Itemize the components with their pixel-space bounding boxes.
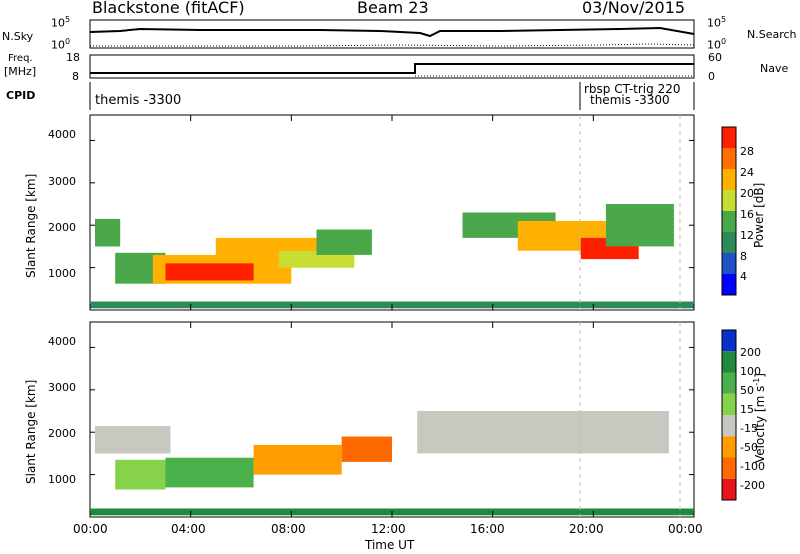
velocity-colorbar-frame [721, 329, 737, 501]
power-colorbar [721, 126, 737, 296]
freq-label: Freq. [8, 53, 33, 64]
noise-bottom-tick-right: 100 [707, 37, 727, 52]
heatmap-cell [165, 457, 254, 488]
nave-top-tick: 60 [708, 51, 722, 64]
xtick-label: 16:00 [470, 522, 505, 536]
freq-top-tick: 18 [66, 51, 80, 64]
power-ytick: 3000 [48, 175, 76, 188]
velocity-colorbar-segment [722, 351, 736, 373]
velocity-cb-tick: -15 [740, 422, 758, 435]
power-colorbar-segment [722, 190, 736, 211]
nave-label: Nave [760, 62, 789, 75]
nsky-label: N.Sky [2, 30, 34, 43]
cpid-entry: rbsp CT-trig 220 [584, 82, 681, 96]
nsearch-label: N.Search [747, 28, 797, 41]
mhz-label: [MHz] [4, 65, 37, 78]
xtick-label: 12:00 [371, 522, 406, 536]
power-cb-tick: 8 [740, 250, 747, 263]
velocity-colorbar [721, 329, 737, 501]
heatmap-cell [215, 237, 329, 255]
xaxis-title: Time UT [365, 538, 415, 552]
velocity-colorbar-segment [722, 393, 736, 416]
power-ytick: 4000 [48, 128, 76, 141]
velocity-cb-tick: 50 [740, 384, 754, 397]
velocity-cb-tick: 200 [740, 346, 761, 359]
power-cb-tick: 20 [740, 187, 754, 200]
heatmap-cell [341, 436, 392, 462]
velocity-colorbar-segment [722, 415, 736, 437]
noise-top-tick: 105 [51, 15, 71, 30]
freq-trace [90, 63, 694, 74]
axis-ticks [89, 115, 695, 517]
heatmap-cell [253, 444, 342, 475]
velocity-colorbar-segment [722, 436, 736, 458]
heatmap-cell [95, 425, 171, 454]
velocity-ytick: 3000 [48, 381, 76, 394]
heatmap-cell [115, 459, 166, 490]
power-colorbar-frame [721, 126, 737, 296]
xtick-label: 08:00 [271, 522, 306, 536]
noise-panel-frame [89, 19, 695, 49]
heatmap-cell [95, 218, 121, 247]
power-colorbar-segment [722, 253, 736, 274]
xtick-label: 04:00 [171, 522, 206, 536]
velocity-cb-tick: -50 [740, 441, 758, 454]
heatmap-cell [417, 411, 669, 454]
nave-bottom-tick: 0 [708, 70, 715, 83]
power-ytick: 1000 [48, 267, 76, 280]
power-ytick: 2000 [48, 221, 76, 234]
velocity-ytick: 1000 [48, 473, 76, 486]
heatmap-cell [605, 204, 674, 247]
velocity-ytick: 2000 [48, 427, 76, 440]
xtick-label: 00:00 [668, 522, 703, 536]
heatmap-cell [316, 229, 372, 255]
power-cb-tick: 24 [740, 166, 754, 179]
velocity-colorbar-segment [722, 372, 736, 394]
status-panels [89, 19, 695, 110]
heatmap-cell [278, 250, 355, 268]
nsky-trace [89, 26, 695, 38]
xtick-label: 20:00 [569, 522, 604, 536]
heatmap-cell [165, 263, 254, 281]
date-title: 03/Nov/2015 [582, 0, 686, 17]
freq-panel-frame [89, 54, 695, 79]
power-colorbar-segment [722, 169, 736, 190]
station-title: Blackstone (fitACF) [92, 0, 245, 17]
noise-bottom-tick: 100 [51, 37, 71, 52]
velocity-colorbar-segment [722, 457, 736, 479]
power-colorbar-segment [722, 148, 736, 169]
cpid-label: CPID [6, 89, 36, 102]
velocity-cb-tick: 100 [740, 365, 761, 378]
velocity-cb-tick: 15 [740, 403, 754, 416]
power-colorbar-segment [722, 211, 736, 232]
cpid-entry: themis -3300 [95, 93, 182, 108]
velocity-colorbar-segment [722, 330, 736, 352]
power-colorbar-segment [722, 274, 736, 295]
beam-title: Beam 23 [357, 0, 429, 17]
freq-bottom-tick: 8 [72, 70, 79, 83]
velocity-ytick: 4000 [48, 335, 76, 348]
power-colorbar-segment [722, 232, 736, 253]
velocity-colorbar-segment [722, 478, 736, 501]
power-cb-tick: 28 [740, 145, 754, 158]
cpid-entry: themis -3300 [590, 93, 670, 107]
velocity-cb-tick: -200 [740, 479, 765, 492]
power-cb-tick: 4 [740, 270, 747, 283]
power-cb-tick: 12 [740, 229, 754, 242]
velocity-cb-tick: -100 [740, 460, 765, 473]
noise-top-tick-right: 105 [707, 15, 727, 30]
power-cb-tick: 16 [740, 208, 754, 221]
nsearch-trace [90, 43, 695, 47]
power-colorbar-segment [722, 127, 736, 148]
xtick-label: 00:00 [73, 522, 108, 536]
